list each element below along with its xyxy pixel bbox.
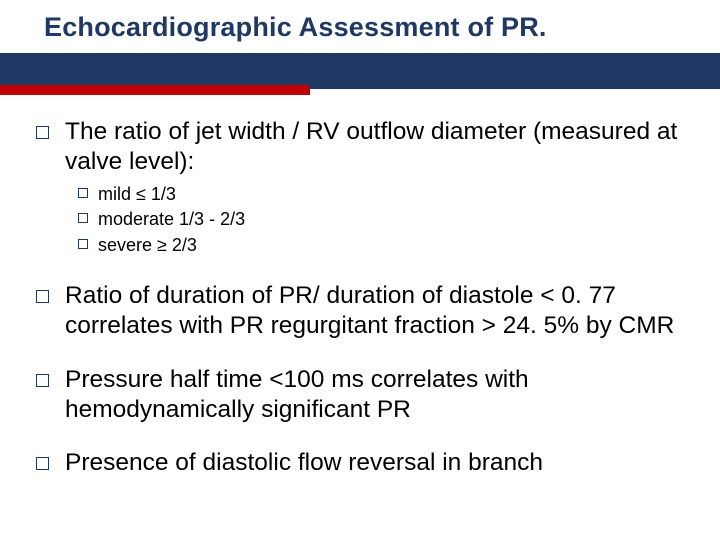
square-bullet-icon bbox=[78, 239, 88, 249]
square-bullet-icon bbox=[36, 457, 49, 470]
spacer bbox=[36, 343, 684, 365]
bullet-text: The ratio of jet width / RV outflow diam… bbox=[65, 117, 684, 177]
slide-container: Echocardiographic Assessment of PR. The … bbox=[0, 0, 720, 540]
square-bullet-icon bbox=[78, 188, 88, 198]
sub-bullet-item: mild ≤ 1/3 bbox=[78, 183, 684, 206]
slide-title: Echocardiographic Assessment of PR. bbox=[0, 8, 720, 53]
bullet-item-1: The ratio of jet width / RV outflow diam… bbox=[36, 117, 684, 177]
header-band-red bbox=[0, 85, 310, 95]
bullet-item-4: Presence of diastolic flow reversal in b… bbox=[36, 448, 684, 478]
square-bullet-icon bbox=[36, 126, 49, 139]
bullet-text: Ratio of duration of PR/ duration of dia… bbox=[65, 281, 684, 341]
bullet-item-3: Pressure half time <100 ms correlates wi… bbox=[36, 365, 684, 425]
sub-bullet-text: moderate 1/3 - 2/3 bbox=[98, 208, 245, 231]
bullet-text: Pressure half time <100 ms correlates wi… bbox=[65, 365, 684, 425]
sub-bullet-list: mild ≤ 1/3 moderate 1/3 - 2/3 severe ≥ 2… bbox=[36, 183, 684, 257]
bullet-item-2: Ratio of duration of PR/ duration of dia… bbox=[36, 281, 684, 341]
square-bullet-icon bbox=[78, 213, 88, 223]
square-bullet-icon bbox=[36, 374, 49, 387]
slide-header: Echocardiographic Assessment of PR. bbox=[0, 0, 720, 95]
square-bullet-icon bbox=[36, 290, 49, 303]
spacer bbox=[36, 426, 684, 448]
bullet-text: Presence of diastolic flow reversal in b… bbox=[65, 448, 543, 478]
sub-bullet-text: mild ≤ 1/3 bbox=[98, 183, 176, 206]
header-band-dark bbox=[0, 53, 720, 89]
sub-bullet-item: moderate 1/3 - 2/3 bbox=[78, 208, 684, 231]
slide-content: The ratio of jet width / RV outflow diam… bbox=[0, 95, 720, 478]
sub-bullet-item: severe ≥ 2/3 bbox=[78, 234, 684, 257]
sub-bullet-text: severe ≥ 2/3 bbox=[98, 234, 197, 257]
